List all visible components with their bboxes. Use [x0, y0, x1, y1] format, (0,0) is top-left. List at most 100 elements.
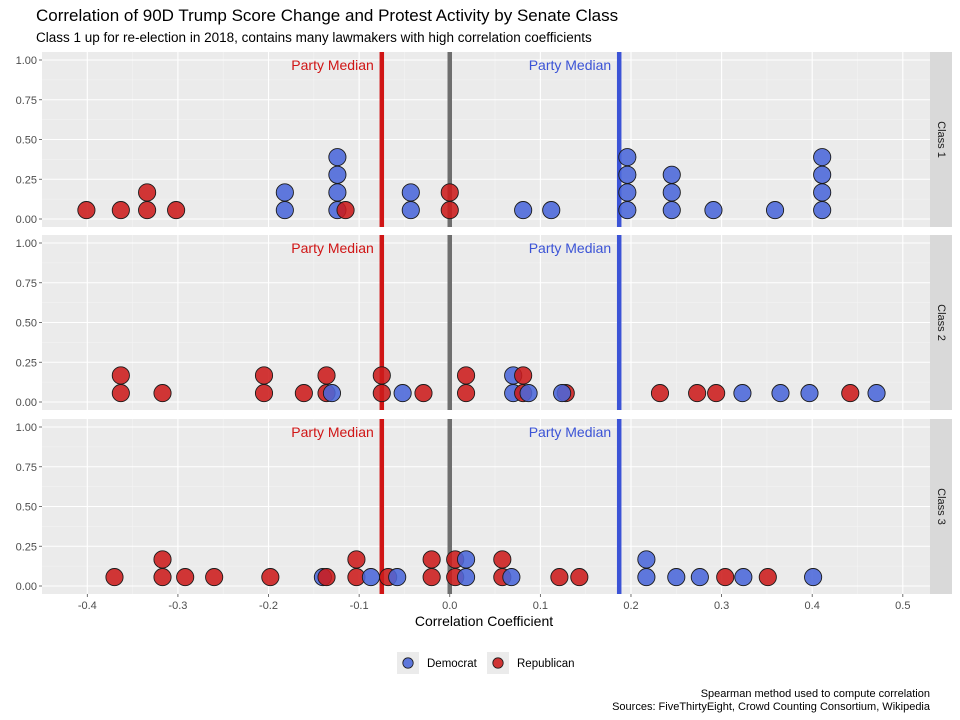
y-tick-label: 0.50	[16, 135, 37, 147]
legend-label-democrat: Democrat	[427, 658, 478, 670]
democrat-median-label: Party Median	[529, 424, 611, 440]
x-tick-label: 0.2	[623, 600, 638, 612]
y-tick-label: 0.00	[16, 581, 37, 593]
panel-2: 0.00 0.25 0.50 0.75 1.00 Party Median Party Me…	[16, 235, 952, 410]
democrat-point	[813, 201, 832, 220]
democrat-point	[401, 183, 420, 202]
democrat-point	[361, 568, 380, 587]
democrat-point	[662, 183, 681, 202]
y-tick-label: 0.75	[16, 278, 37, 290]
y-tick-label: 1.00	[16, 422, 37, 434]
chart-subtitle: Class 1 up for re-election in 2018, cont…	[36, 30, 592, 45]
democrat-point	[690, 568, 709, 587]
democrat-point	[800, 384, 819, 403]
democrat-point	[502, 568, 521, 587]
republican-point	[514, 366, 533, 385]
facet-strip	[930, 419, 952, 594]
democrat-median-label: Party Median	[529, 57, 611, 73]
democrat-point	[618, 201, 637, 220]
republican-point	[570, 568, 589, 587]
x-tick-label: -0.3	[168, 600, 187, 612]
democrat-point	[618, 165, 637, 184]
democrat-point	[275, 201, 294, 220]
democrat-point	[393, 384, 412, 403]
facet-strip-label: Class 1	[935, 121, 947, 158]
republican-point	[457, 384, 476, 403]
y-tick-label: 0.25	[16, 541, 37, 553]
x-tick-label: -0.2	[259, 600, 278, 612]
republican-point	[294, 384, 313, 403]
republican-point	[440, 201, 459, 220]
y-tick-label: 0.25	[16, 357, 37, 369]
x-tick-label: 0.1	[533, 600, 548, 612]
republican-point	[153, 384, 172, 403]
democrat-point	[662, 201, 681, 220]
republican-point	[317, 366, 336, 385]
republican-point	[372, 366, 391, 385]
democrat-point	[704, 201, 723, 220]
republican-median-label: Party Median	[291, 240, 373, 256]
democrat-point	[618, 148, 637, 167]
legend-key-democrat	[402, 657, 414, 669]
democrat-point	[771, 384, 790, 403]
republican-point	[138, 201, 157, 220]
republican-point	[336, 201, 355, 220]
republican-point	[111, 366, 130, 385]
democrat-point	[734, 568, 753, 587]
democrat-point	[618, 183, 637, 202]
republican-point	[138, 183, 157, 202]
republican-point	[254, 384, 274, 403]
democrat-median-label: Party Median	[529, 240, 611, 256]
democrat-point	[519, 384, 538, 403]
x-tick-label: -0.4	[78, 600, 97, 612]
x-tick-label: 0.5	[895, 600, 910, 612]
x-axis-title: Correlation Coefficient	[415, 613, 553, 629]
republican-point	[111, 201, 130, 220]
republican-point	[254, 366, 274, 385]
democrat-point	[662, 165, 681, 184]
democrat-point	[514, 201, 533, 220]
legend-label-republican: Republican	[517, 658, 575, 670]
facet-strip	[930, 235, 952, 410]
republican-point	[176, 568, 195, 587]
republican-point	[716, 568, 735, 587]
legend-key-republican	[492, 657, 504, 669]
republican-point	[372, 384, 391, 403]
democrat-point	[813, 183, 832, 202]
republican-point	[77, 201, 96, 220]
republican-point	[317, 568, 336, 587]
republican-point	[153, 550, 172, 569]
democrat-point	[457, 568, 476, 587]
y-tick-label: 0.00	[16, 397, 37, 409]
democrat-point	[813, 148, 832, 167]
facet-strip-label: Class 2	[935, 304, 947, 341]
republican-point	[422, 568, 441, 587]
republican-point	[493, 550, 512, 569]
democrat-point	[328, 183, 347, 202]
facet-strip	[930, 52, 952, 227]
democrat-point	[637, 568, 656, 587]
democrat-point	[766, 201, 785, 220]
republican-point	[841, 384, 860, 403]
republican-point	[153, 568, 172, 587]
x-axis: -0.4 -0.3 -0.2 -0.1 0.0 0.1 0.2 0.3 0.4 0.5	[78, 594, 910, 612]
republican-point	[457, 366, 476, 385]
republican-point	[167, 201, 186, 220]
y-tick-label: 0.75	[16, 462, 37, 474]
democrat-point	[804, 568, 823, 587]
republican-point	[650, 384, 670, 403]
republican-median-label: Party Median	[291, 424, 373, 440]
panel-1: 0.00 0.25 0.50 0.75 1.00 Party Median Party Me…	[16, 52, 952, 227]
y-tick-label: 0.75	[16, 95, 37, 107]
democrat-point	[637, 550, 656, 569]
y-tick-label: 1.00	[16, 55, 37, 67]
republican-point	[422, 550, 441, 569]
caption-line-1: Spearman method used to compute correlat…	[701, 688, 930, 700]
republican-point	[414, 384, 433, 403]
panels: 0.00 0.25 0.50 0.75 1.00 Party Median Party Me…	[16, 52, 952, 594]
democrat-point	[457, 550, 476, 569]
x-tick-label: 0.4	[805, 600, 820, 612]
democrat-point	[388, 568, 407, 587]
y-tick-label: 1.00	[16, 238, 37, 250]
